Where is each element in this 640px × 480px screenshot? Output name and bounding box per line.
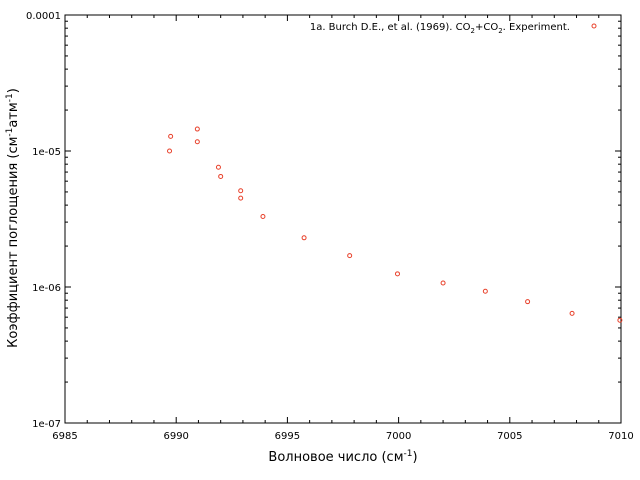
legend: 1a. Burch D.E., et al. (1969). CO2+CO2. … bbox=[310, 22, 597, 35]
data-point bbox=[440, 280, 446, 286]
data-point bbox=[215, 164, 221, 170]
plot-frame bbox=[64, 14, 622, 424]
data-point bbox=[569, 310, 575, 316]
x-tick-label: 7000 bbox=[386, 431, 411, 442]
x-tick-label: 7010 bbox=[608, 431, 633, 442]
data-point bbox=[301, 235, 307, 241]
y-axis-label: Коэффициент поглощения (см-1атм-1) bbox=[5, 88, 21, 348]
y-tick-label: 1e-07 bbox=[32, 419, 61, 430]
legend-marker bbox=[591, 23, 597, 29]
y-ticks: 0.0001 1e-05 1e-06 1e-07 bbox=[26, 11, 621, 430]
data-point bbox=[482, 288, 488, 294]
data-point bbox=[167, 148, 173, 154]
x-tick-label: 6985 bbox=[52, 431, 77, 442]
x-tick-label: 6990 bbox=[163, 431, 188, 442]
data-points bbox=[167, 126, 623, 323]
data-point bbox=[394, 271, 400, 277]
data-point bbox=[525, 299, 531, 305]
data-point bbox=[347, 253, 353, 259]
x-axis-label: Волновое число (см-1) bbox=[268, 449, 417, 465]
data-point bbox=[238, 188, 244, 194]
data-point bbox=[168, 133, 174, 139]
y-tick-label: 1e-06 bbox=[32, 283, 61, 294]
y-tick-label: 0.0001 bbox=[26, 11, 61, 22]
x-tick-label: 6995 bbox=[275, 431, 300, 442]
legend-label: 1a. Burch D.E., et al. (1969). CO2+CO2. … bbox=[310, 22, 570, 35]
y-tick-label: 1e-05 bbox=[32, 147, 61, 158]
data-point bbox=[218, 173, 224, 179]
data-point bbox=[260, 213, 266, 219]
data-point bbox=[194, 139, 200, 145]
data-point bbox=[194, 126, 200, 132]
x-ticks: 6985 6990 6995 7000 7005 7010 bbox=[52, 15, 634, 442]
data-point bbox=[617, 317, 623, 323]
x-tick-label: 7005 bbox=[497, 431, 522, 442]
data-point bbox=[238, 195, 244, 201]
